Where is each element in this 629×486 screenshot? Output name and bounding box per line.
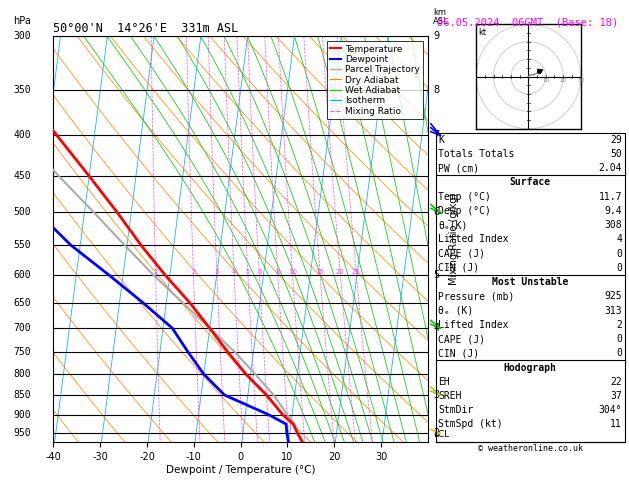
Text: 8: 8 xyxy=(433,85,440,94)
Text: 450: 450 xyxy=(13,171,31,181)
Text: 0: 0 xyxy=(616,348,622,358)
Text: 6: 6 xyxy=(433,208,440,217)
Text: 950: 950 xyxy=(13,428,31,438)
Text: Mixing Ratio (g/kg): Mixing Ratio (g/kg) xyxy=(449,193,459,285)
Text: 3: 3 xyxy=(433,390,440,400)
Text: kt: kt xyxy=(478,28,486,37)
Text: 0: 0 xyxy=(616,249,622,259)
Text: 0: 0 xyxy=(616,263,622,273)
Text: 30: 30 xyxy=(577,78,584,83)
Text: 10: 10 xyxy=(542,78,549,83)
Text: Totals Totals: Totals Totals xyxy=(438,149,515,159)
Text: SREH: SREH xyxy=(438,391,462,401)
Text: 7: 7 xyxy=(433,131,440,140)
Text: 2: 2 xyxy=(616,320,622,330)
Text: 4: 4 xyxy=(433,323,440,333)
Text: 2: 2 xyxy=(191,269,196,275)
Text: Lifted Index: Lifted Index xyxy=(438,234,509,244)
Text: 800: 800 xyxy=(13,369,31,379)
Text: km
ASL: km ASL xyxy=(433,8,449,26)
Text: Most Unstable: Most Unstable xyxy=(492,277,569,287)
Text: Surface: Surface xyxy=(509,177,551,188)
Text: 2.04: 2.04 xyxy=(599,163,622,174)
Text: StmDir: StmDir xyxy=(438,405,474,415)
Text: 300: 300 xyxy=(13,32,31,41)
Text: 22: 22 xyxy=(610,377,622,387)
Text: 850: 850 xyxy=(13,390,31,400)
Text: θₑ(K): θₑ(K) xyxy=(438,220,468,230)
Text: 925: 925 xyxy=(604,291,622,301)
Text: 37: 37 xyxy=(610,391,622,401)
Text: θₑ (K): θₑ (K) xyxy=(438,306,474,315)
Text: 550: 550 xyxy=(13,240,31,250)
Legend: Temperature, Dewpoint, Parcel Trajectory, Dry Adiabat, Wet Adiabat, Isotherm, Mi: Temperature, Dewpoint, Parcel Trajectory… xyxy=(326,41,423,119)
Text: 25: 25 xyxy=(352,269,361,275)
Text: 304°: 304° xyxy=(599,405,622,415)
Text: 313: 313 xyxy=(604,306,622,315)
Text: 308: 308 xyxy=(604,220,622,230)
Text: 5: 5 xyxy=(246,269,250,275)
Text: 11.7: 11.7 xyxy=(599,191,622,202)
Text: 900: 900 xyxy=(13,410,31,420)
Text: 9: 9 xyxy=(433,32,440,41)
Text: 20: 20 xyxy=(560,78,567,83)
Text: 600: 600 xyxy=(13,270,31,280)
Text: Pressure (mb): Pressure (mb) xyxy=(438,291,515,301)
Text: 50: 50 xyxy=(610,149,622,159)
Text: 06.05.2024  06GMT  (Base: 18): 06.05.2024 06GMT (Base: 18) xyxy=(437,17,618,27)
Text: CAPE (J): CAPE (J) xyxy=(438,249,486,259)
Text: 500: 500 xyxy=(13,208,31,217)
Text: 10: 10 xyxy=(288,269,297,275)
Text: 11: 11 xyxy=(610,419,622,430)
Text: 6: 6 xyxy=(257,269,262,275)
Text: 50°00'N  14°26'E  331m ASL: 50°00'N 14°26'E 331m ASL xyxy=(53,22,239,35)
Text: 4: 4 xyxy=(616,234,622,244)
Text: 700: 700 xyxy=(13,323,31,333)
Text: 750: 750 xyxy=(13,347,31,357)
Text: 400: 400 xyxy=(13,131,31,140)
X-axis label: Dewpoint / Temperature (°C): Dewpoint / Temperature (°C) xyxy=(166,465,315,475)
Text: Temp (°C): Temp (°C) xyxy=(438,191,491,202)
Text: Lifted Index: Lifted Index xyxy=(438,320,509,330)
Text: 5: 5 xyxy=(433,270,440,280)
Text: 29: 29 xyxy=(610,135,622,145)
Text: CIN (J): CIN (J) xyxy=(438,263,479,273)
Text: 20: 20 xyxy=(336,269,345,275)
Text: PW (cm): PW (cm) xyxy=(438,163,479,174)
Text: 4: 4 xyxy=(232,269,237,275)
Text: Dewp (°C): Dewp (°C) xyxy=(438,206,491,216)
Text: 15: 15 xyxy=(316,269,325,275)
Text: Hodograph: Hodograph xyxy=(504,363,557,373)
Text: © weatheronline.co.uk: © weatheronline.co.uk xyxy=(478,444,582,453)
Text: 650: 650 xyxy=(13,297,31,308)
Text: 8: 8 xyxy=(276,269,280,275)
Text: CAPE (J): CAPE (J) xyxy=(438,334,486,344)
Text: K: K xyxy=(438,135,444,145)
Text: EH: EH xyxy=(438,377,450,387)
Text: 9.4: 9.4 xyxy=(604,206,622,216)
Text: hPa: hPa xyxy=(13,17,31,26)
Text: 3: 3 xyxy=(214,269,219,275)
Text: 1: 1 xyxy=(153,269,158,275)
Text: 0: 0 xyxy=(616,334,622,344)
Text: StmSpd (kt): StmSpd (kt) xyxy=(438,419,503,430)
Text: CIN (J): CIN (J) xyxy=(438,348,479,358)
Text: 2: 2 xyxy=(433,428,440,438)
Text: LCL: LCL xyxy=(433,430,450,438)
Text: 350: 350 xyxy=(13,85,31,94)
